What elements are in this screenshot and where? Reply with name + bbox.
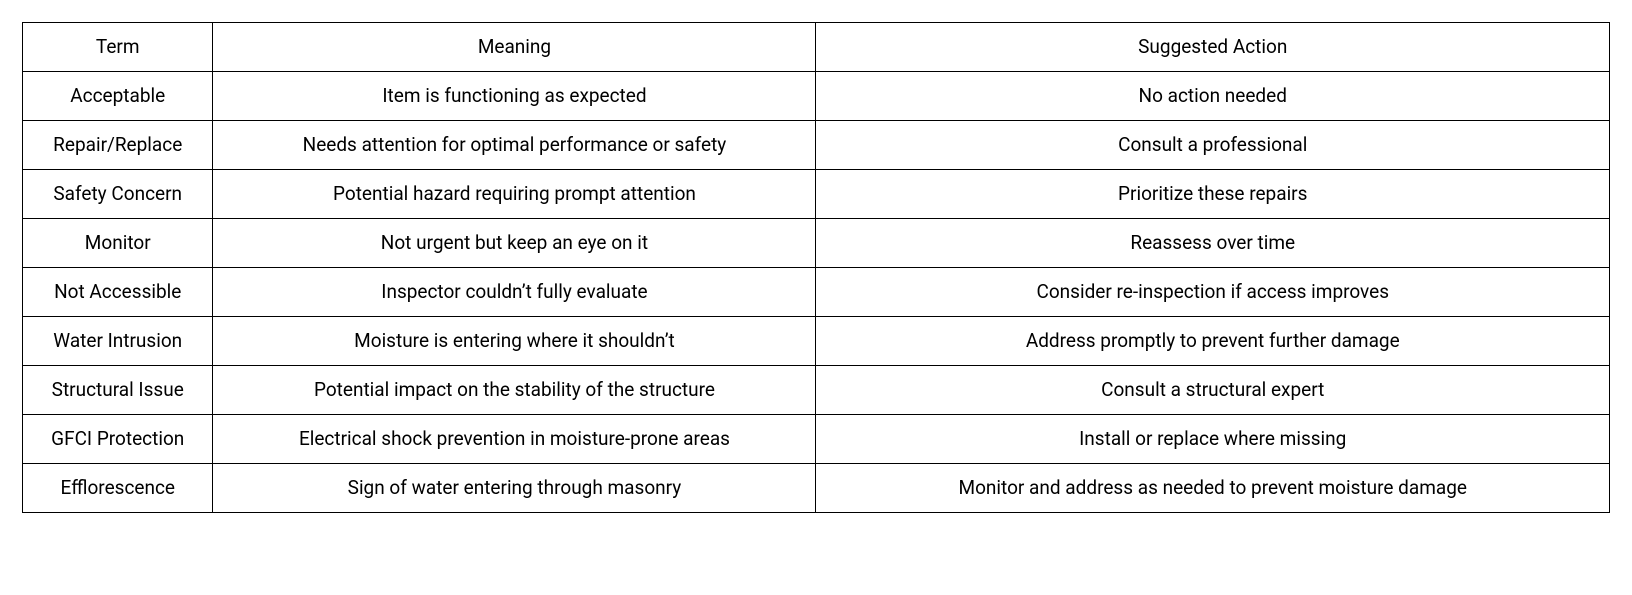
cell-action: No action needed (816, 72, 1610, 121)
table-row: Repair/Replace Needs attention for optim… (23, 121, 1610, 170)
cell-action: Install or replace where missing (816, 415, 1610, 464)
cell-term: Not Accessible (23, 268, 213, 317)
cell-term: Repair/Replace (23, 121, 213, 170)
cell-meaning: Moisture is entering where it shouldn’t (213, 317, 816, 366)
cell-meaning: Potential hazard requiring prompt attent… (213, 170, 816, 219)
cell-action: Consult a professional (816, 121, 1610, 170)
table-row: Monitor Not urgent but keep an eye on it… (23, 219, 1610, 268)
table-body: Term Meaning Suggested Action Acceptable… (23, 23, 1610, 513)
cell-meaning: Electrical shock prevention in moisture-… (213, 415, 816, 464)
table-row: Water Intrusion Moisture is entering whe… (23, 317, 1610, 366)
cell-action: Prioritize these repairs (816, 170, 1610, 219)
cell-term: GFCI Protection (23, 415, 213, 464)
cell-action: Consider re-inspection if access improve… (816, 268, 1610, 317)
cell-meaning: Needs attention for optimal performance … (213, 121, 816, 170)
cell-meaning: Potential impact on the stability of the… (213, 366, 816, 415)
table-header-row: Term Meaning Suggested Action (23, 23, 1610, 72)
table-row: Structural Issue Potential impact on the… (23, 366, 1610, 415)
cell-meaning: Sign of water entering through masonry (213, 464, 816, 513)
header-term: Term (23, 23, 213, 72)
table-row: GFCI Protection Electrical shock prevent… (23, 415, 1610, 464)
header-action: Suggested Action (816, 23, 1610, 72)
cell-term: Efflorescence (23, 464, 213, 513)
cell-term: Acceptable (23, 72, 213, 121)
terms-table: Term Meaning Suggested Action Acceptable… (22, 22, 1610, 513)
table-row: Acceptable Item is functioning as expect… (23, 72, 1610, 121)
cell-meaning: Inspector couldn’t fully evaluate (213, 268, 816, 317)
cell-term: Monitor (23, 219, 213, 268)
cell-action: Monitor and address as needed to prevent… (816, 464, 1610, 513)
table-row: Safety Concern Potential hazard requirin… (23, 170, 1610, 219)
cell-term: Safety Concern (23, 170, 213, 219)
header-meaning: Meaning (213, 23, 816, 72)
cell-meaning: Not urgent but keep an eye on it (213, 219, 816, 268)
cell-action: Reassess over time (816, 219, 1610, 268)
table-row: Not Accessible Inspector couldn’t fully … (23, 268, 1610, 317)
cell-term: Water Intrusion (23, 317, 213, 366)
table-row: Efflorescence Sign of water entering thr… (23, 464, 1610, 513)
cell-meaning: Item is functioning as expected (213, 72, 816, 121)
cell-action: Address promptly to prevent further dama… (816, 317, 1610, 366)
cell-action: Consult a structural expert (816, 366, 1610, 415)
cell-term: Structural Issue (23, 366, 213, 415)
